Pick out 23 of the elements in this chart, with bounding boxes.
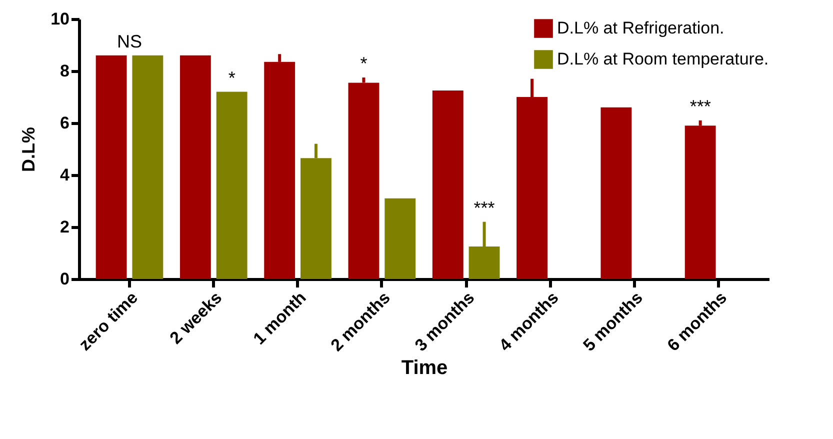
legend-label: D.L% at Room temperature. (557, 50, 769, 68)
bar (600, 107, 632, 279)
y-tick-label: 2 (60, 218, 70, 236)
y-axis-title: D.L% (18, 127, 39, 172)
bar (132, 55, 164, 279)
bar (384, 198, 416, 279)
x-axis-title: Time (401, 357, 448, 380)
y-tick-label: 0 (60, 270, 70, 288)
y-tick-label: 8 (60, 62, 70, 80)
bar (180, 55, 211, 279)
annotation: *** (690, 96, 711, 116)
bar (432, 90, 464, 279)
bar (96, 55, 127, 279)
annotation: *** (474, 198, 495, 218)
annotation: NS (116, 31, 142, 52)
y-tick-label: 6 (60, 114, 70, 132)
y-tick-label: 4 (60, 166, 70, 184)
y-tick-label: 10 (50, 10, 70, 28)
legend-label: D.L% at Refrigeration. (557, 18, 724, 38)
x-tick-label: zero time (75, 288, 142, 354)
bar (216, 92, 248, 279)
annotation: * (360, 54, 368, 74)
annotation: * (228, 68, 236, 88)
